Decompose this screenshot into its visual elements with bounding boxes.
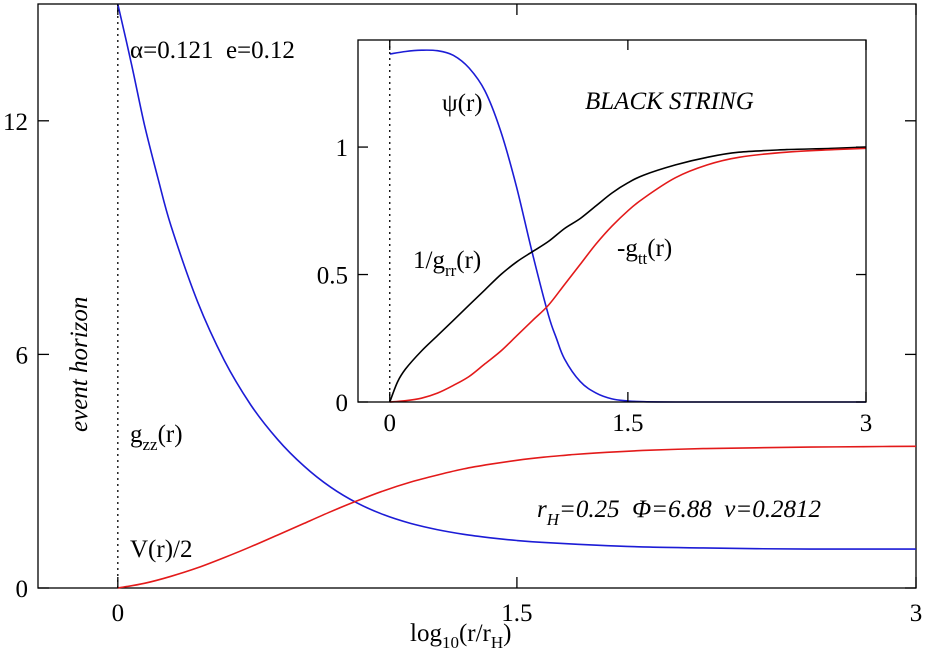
main-x-tick-label: 1.5	[501, 600, 532, 627]
gzz-label-main: g	[130, 421, 143, 448]
inset-y-tick-label: 0	[336, 390, 349, 417]
series-label-gtt: -gtt(r)	[617, 235, 672, 268]
main-y-tick-label: 0	[16, 576, 29, 603]
gtt-label-sub: tt	[638, 249, 648, 268]
inset-series-1-line	[389, 146, 867, 403]
params-top-annotation: α=0.121 e=0.12	[130, 37, 295, 64]
inset-axis-ticks: 0 1.5 3 0 0.5 1	[317, 40, 873, 437]
main-panel: 0 1.5 3 0 6 12 event horizon α=0.121 e=0.12 r…	[3, 3, 922, 652]
main-axis-ticks: 0 1.5 3 0 6 12	[3, 4, 922, 627]
params-bottom-annotation: rH=0.25 Φ=6.88 ν=0.2812	[537, 496, 821, 529]
series-label-psi: ψ(r)	[442, 90, 483, 117]
main-series-1-line	[117, 445, 917, 589]
main-series-0-line	[117, 3, 916, 550]
inset-y-tick-label: 0.5	[317, 263, 348, 290]
inset-x-tick-label: 0	[384, 410, 397, 437]
grr-label-end: (r)	[456, 247, 481, 274]
xlabel-end: )	[503, 620, 511, 647]
main-plot-frame	[37, 3, 917, 589]
series-label-gzz: gzz(r)	[130, 421, 183, 454]
inset-panel: 0 1.5 300.51 BLACK STRING ψ(r) 1/grr(r) -g…	[317, 39, 873, 437]
grr-label-main: 1/g	[413, 247, 445, 274]
inset-background	[358, 40, 866, 402]
inset-x-tick-label: 3	[860, 410, 873, 437]
main-y-tick-label: 12	[3, 109, 28, 136]
series-label-grr: 1/grr(r)	[413, 247, 481, 280]
xlabel-mid: (r/r	[459, 620, 492, 647]
params-bottom-rest: =0.25 Φ=6.88 ν=0.2812	[559, 496, 821, 523]
main-curves	[117, 3, 917, 589]
inset-y-tick-label: 1	[336, 135, 349, 162]
xlabel-sub2: H	[491, 633, 503, 652]
gtt-label-end: (r)	[647, 235, 672, 262]
event-horizon-label: event horizon	[66, 297, 93, 432]
inset-series-2-line	[389, 147, 867, 403]
params-bottom-r-sub: H	[546, 510, 561, 529]
inset-x-tick-label: 1.5	[612, 410, 643, 437]
params-bottom-r: r	[537, 496, 547, 523]
xlabel-base: log	[410, 620, 442, 647]
series-label-v: V(r)/2	[130, 536, 192, 563]
gtt-label-main: -g	[617, 235, 638, 262]
main-x-tick-label: 3	[910, 600, 923, 627]
inset-plot-frame	[357, 39, 867, 403]
inset-title: BLACK STRING	[585, 88, 754, 115]
main-x-tick-label: 0	[112, 600, 125, 627]
x-axis-label: log10(r/rH)	[410, 620, 511, 652]
gzz-label-end: (r)	[158, 421, 183, 448]
grr-label-sub: rr	[445, 261, 457, 280]
xlabel-sub1: 10	[442, 633, 459, 652]
gzz-label-sub: zz	[143, 435, 159, 454]
main-y-tick-label: 6	[16, 342, 29, 369]
